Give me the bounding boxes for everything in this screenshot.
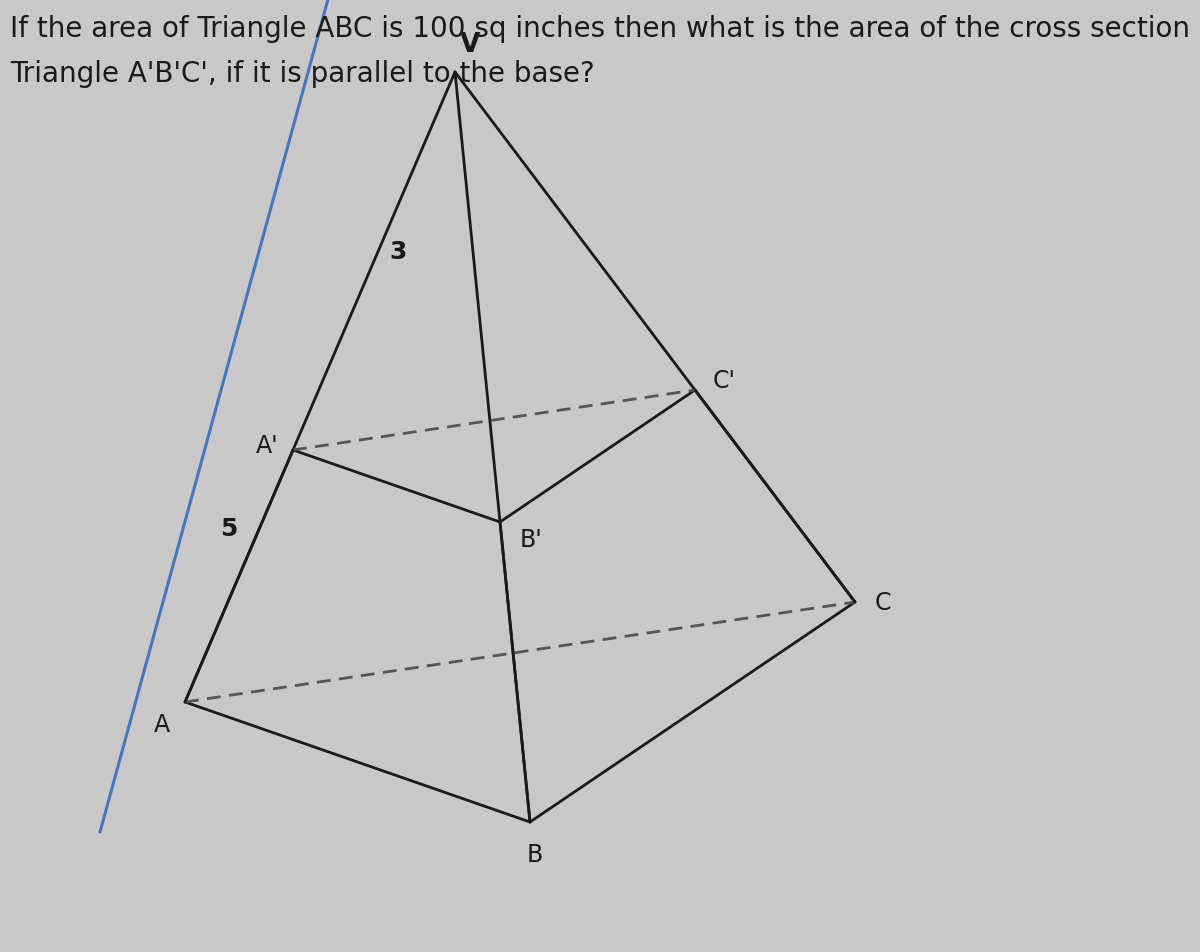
Text: C: C <box>875 590 892 614</box>
Text: 3: 3 <box>389 240 407 264</box>
Text: 5: 5 <box>221 517 238 541</box>
Text: A: A <box>154 712 170 736</box>
Text: A': A' <box>256 433 278 458</box>
Text: V: V <box>460 32 480 58</box>
Text: B': B' <box>520 527 542 551</box>
Text: B: B <box>527 843 544 866</box>
Text: C': C' <box>713 368 736 392</box>
Text: Triangle A'B'C', if it is parallel to the base?: Triangle A'B'C', if it is parallel to th… <box>10 60 595 88</box>
Text: If the area of Triangle ABC is 100 sq inches then what is the area of the cross : If the area of Triangle ABC is 100 sq in… <box>10 15 1190 43</box>
